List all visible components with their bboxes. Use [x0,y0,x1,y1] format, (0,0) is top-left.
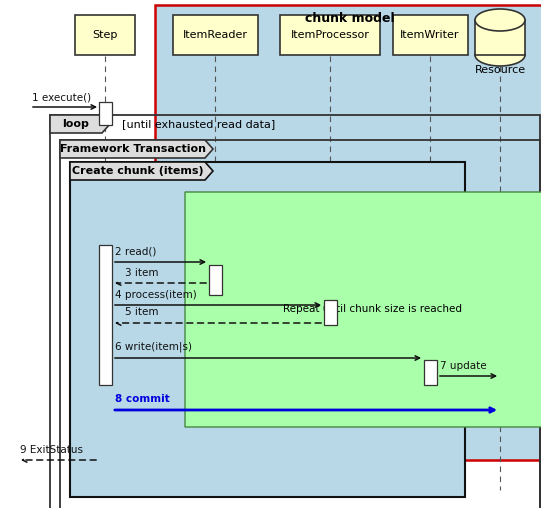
Text: ItemReader: ItemReader [182,30,247,40]
Text: chunk model: chunk model [305,13,395,25]
Text: Repeat until chunk size is reached: Repeat until chunk size is reached [283,304,462,314]
Bar [50,115,540,508]
Text: loop: loop [63,119,89,129]
Text: Resource: Resource [474,65,525,75]
Text: Create chunk (items): Create chunk (items) [72,166,203,176]
Bar [173,15,258,55]
Text: 9 ExitStatus: 9 ExitStatus [20,445,83,455]
Bar [424,360,437,385]
Text: 4 process(item): 4 process(item) [115,290,197,300]
Bar [70,162,465,497]
Bar [99,102,112,125]
Text: 5 item: 5 item [125,307,159,317]
Polygon shape [185,192,541,427]
Bar [75,15,135,55]
Text: [until exhausted read data]: [until exhausted read data] [122,119,275,129]
Text: Step: Step [93,30,118,40]
Text: ItemProcessor: ItemProcessor [291,30,370,40]
Bar [280,15,380,55]
Polygon shape [50,115,110,133]
Text: 2 read(): 2 read() [115,247,156,257]
Text: 1 execute(): 1 execute() [32,93,91,103]
Bar [99,245,112,385]
Text: 7 update: 7 update [440,361,486,371]
Bar [155,5,541,460]
Bar [475,20,525,55]
Text: Framework Transaction: Framework Transaction [60,144,206,154]
Bar [209,265,222,295]
Text: 3 item: 3 item [125,268,159,278]
Ellipse shape [475,9,525,31]
Bar [393,15,467,55]
Bar [324,300,337,325]
Ellipse shape [475,44,525,66]
Text: 6 write(item|s): 6 write(item|s) [115,341,192,352]
Polygon shape [60,140,213,158]
Text: ItemWriter: ItemWriter [400,30,460,40]
Bar [60,140,540,508]
Text: 8 commit: 8 commit [115,394,170,404]
Polygon shape [70,162,213,180]
